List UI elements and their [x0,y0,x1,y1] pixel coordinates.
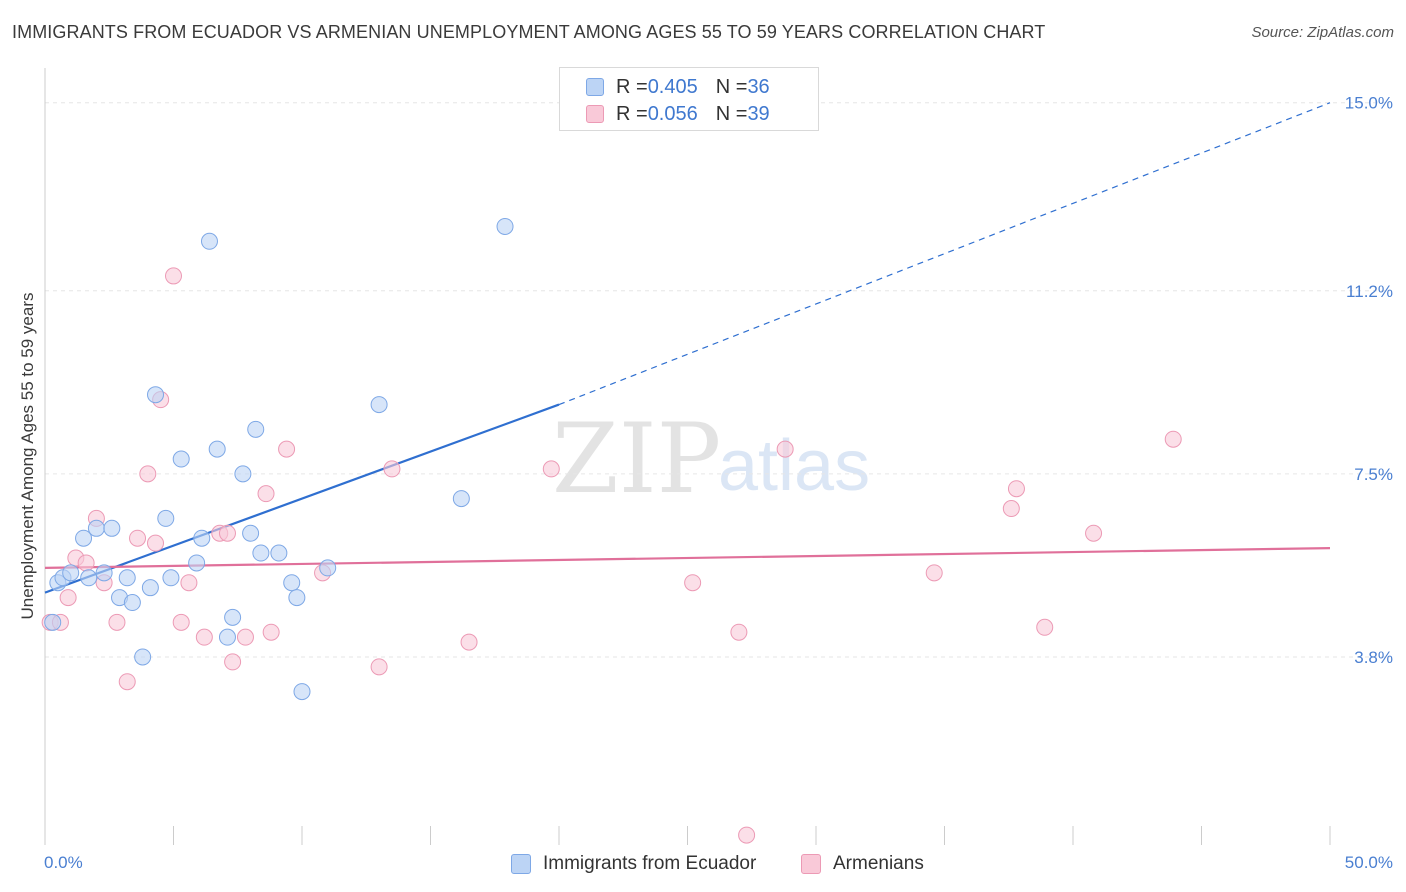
trend-line-ecuador [44,403,560,594]
legend-r-value-armenians: 0.056 [647,102,698,125]
legend-swatch-armenians [586,105,604,123]
point-armenians [542,460,560,478]
point-ecuador [141,579,159,597]
point-armenians [278,440,296,458]
point-ecuador [62,564,80,582]
legend-n-label: N = [715,102,748,125]
point-armenians [195,628,213,646]
legend-r-label: R = [616,75,648,98]
point-ecuador [118,569,136,587]
point-armenians [108,613,126,631]
point-ecuador [293,683,311,701]
point-armenians [460,633,478,651]
point-armenians [165,267,182,285]
point-armenians [129,529,147,547]
point-ecuador [134,648,152,666]
point-armenians [776,440,794,458]
chart-title: IMMIGRANTS FROM ECUADOR VS ARMENIAN UNEM… [12,22,1046,42]
point-ecuador [242,524,260,542]
point-armenians [77,554,95,572]
point-ecuador [496,217,514,235]
point-armenians [738,826,756,844]
legend-r-value-ecuador: 0.405 [647,75,698,98]
point-ecuador [123,594,141,612]
point-armenians [224,653,242,671]
watermark-atlas: atlas [718,426,870,506]
point-armenians [730,623,748,641]
series-label-ecuador: Immigrants from Ecuador [543,853,757,874]
legend-row-ecuador: R = 0.405 N = 36 [586,74,770,100]
point-ecuador [247,420,265,438]
x-tick-label-max: 50.0% [1345,853,1393,872]
watermark-zip: ZIP [552,403,721,515]
point-ecuador [200,232,218,250]
point-armenians [925,564,943,582]
legend-swatch-ecuador [586,78,604,96]
series-swatch-ecuador [511,854,531,874]
point-ecuador [218,628,236,646]
point-ecuador [157,509,175,527]
legend-n-label: N = [715,75,748,98]
point-ecuador [234,465,252,483]
point-armenians [1085,524,1103,542]
point-armenians [118,673,136,691]
point-ecuador [208,440,226,458]
point-ecuador [283,574,301,592]
trend-line-armenians [44,546,1331,569]
point-ecuador [95,564,113,582]
point-ecuador [270,544,288,562]
y-tick-label: 3.8% [1354,648,1393,667]
point-armenians [236,628,254,646]
point-armenians [1002,500,1020,518]
legend-r-label: R = [616,102,648,125]
point-armenians [370,658,388,676]
trend-line-ecuador-extension [558,102,1331,406]
point-ecuador [103,519,121,537]
point-armenians [684,574,702,592]
legend-row-armenians: R = 0.056 N = 39 [586,101,770,127]
point-ecuador [224,608,242,626]
series-legend-ecuador[interactable]: Immigrants from Ecuador [511,850,756,878]
point-armenians [147,534,165,552]
legend-n-value-armenians: 39 [747,102,770,125]
series-label-armenians: Armenians [833,853,924,874]
point-ecuador [172,450,190,468]
point-ecuador [188,554,206,572]
point-ecuador [80,569,98,587]
y-tick-label: 11.2% [1346,282,1393,301]
point-ecuador [193,529,211,547]
point-ecuador [288,589,306,607]
point-ecuador [452,490,470,508]
series-swatch-armenians [801,854,821,874]
point-armenians [257,485,275,503]
y-tick-label: 15.0% [1345,94,1393,113]
point-ecuador [147,386,165,404]
correlation-legend: R = 0.405 N = 36 R = 0.056 N = 39 [559,67,819,131]
point-ecuador [162,569,180,587]
point-armenians [180,574,198,592]
point-armenians [218,524,236,542]
x-tick-label-min: 0.0% [44,853,83,872]
series-legend-armenians[interactable]: Armenians [801,850,924,878]
point-ecuador [370,396,388,414]
legend-n-value-ecuador: 36 [747,75,770,98]
y-tick-label: 7.5% [1354,465,1393,484]
point-ecuador [75,529,93,547]
point-armenians [1164,430,1182,448]
point-armenians [1036,618,1054,636]
source-label: Source: ZipAtlas.com [1251,24,1394,41]
point-armenians [172,613,190,631]
point-armenians [383,460,401,478]
point-armenians [139,465,157,483]
point-ecuador [252,544,270,562]
point-ecuador [319,559,337,577]
point-armenians [1007,480,1025,498]
point-ecuador [44,613,62,631]
point-armenians [59,589,77,607]
point-ecuador [87,519,105,537]
point-armenians [262,623,280,641]
